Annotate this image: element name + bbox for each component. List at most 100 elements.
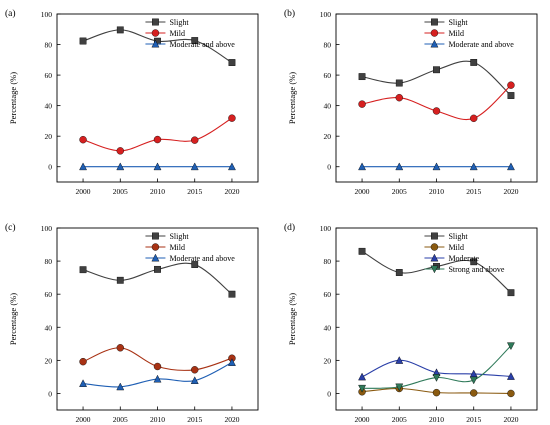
legend-label: Mild [169,29,185,38]
legend-entry: Slight [145,232,189,241]
legend-marker [430,29,439,37]
data-point [507,372,515,380]
chart-panel-2: (b) Percentage (%) 0 20 40 60 80 100 2000 2005 201… [284,8,538,196]
x-tick-label: 2015 [187,415,202,424]
y-tick-label: 80 [45,41,53,50]
x-tick-label: 2020 [224,187,239,196]
y-axis-label: Percentage (%) [287,72,297,124]
x-tick-label: 2010 [150,415,165,424]
data-point [190,162,199,171]
y-tick-label: 60 [324,71,332,80]
legend-entry: Mild [145,243,185,252]
y-tick-label: 0 [327,163,331,172]
legend-label: Moderate and above [169,40,235,49]
data-point [190,376,199,384]
y-tick-label: 20 [324,132,332,141]
data-point [469,376,478,385]
data-point [358,372,366,381]
data-point [470,59,478,66]
x-tick-label: 2005 [392,187,407,196]
legend-marker [430,253,439,262]
legend: Slight Mild Moderate and above [145,18,235,49]
legend: Slight Mild Moderate Strong and above [424,232,505,274]
legend-label: Slight [448,232,468,241]
legend-marker [151,243,160,251]
data-point [79,135,87,144]
data-point [432,388,441,397]
data-point [116,162,125,171]
chart-panel-3: (c) Percentage (%) 0 20 40 60 80 100 2000 2005 201… [5,222,259,424]
series-moderate [358,356,515,381]
data-point [116,147,124,155]
data-point [228,290,236,298]
data-point [79,266,87,274]
data-point [116,26,124,34]
y-tick-label: 20 [45,132,53,141]
data-point [358,100,366,108]
data-point [432,107,441,115]
data-point [358,384,366,393]
series-moderate-and-above [79,358,236,391]
legend-entry: Strong and above [424,265,505,274]
legend-marker [152,18,159,26]
data-point [507,289,515,297]
data-point [153,374,162,383]
data-point [191,261,199,268]
data-point [79,379,87,387]
data-point [228,114,236,122]
data-point [154,265,161,273]
x-tick-label: 2005 [392,415,407,424]
legend-entry: Mild [424,29,464,38]
legend-label: Slight [169,232,189,241]
legend-label: Mild [448,243,464,252]
series-slight [358,59,515,99]
data-point [79,162,87,171]
y-axis-label: Percentage (%) [8,293,18,345]
legend-label: Mild [448,29,464,38]
data-point [432,374,441,382]
data-point [470,258,478,266]
legend-label: Moderate and above [169,254,235,263]
y-tick-label: 20 [324,356,332,365]
data-point [153,362,162,371]
x-tick-label: 2000 [355,415,370,424]
data-point [79,37,87,45]
data-point [358,73,366,81]
legend-marker [151,253,160,262]
x-tick-label: 2010 [150,187,165,196]
series-mild [358,81,515,123]
legend-label: Slight [448,18,468,27]
y-tick-label: 60 [324,290,332,299]
data-point [228,59,236,66]
legend-label: Strong and above [448,265,504,274]
series-strong-and-above [358,342,515,393]
y-tick-label: 80 [324,257,332,266]
data-point [395,93,403,102]
x-tick-label: 2005 [113,415,128,424]
legend-entry: Slight [145,18,189,27]
chart-panel-1: (a) Percentage (%) 0 20 40 60 80 100 2000 2005 201… [5,8,259,196]
x-tick-label: 2015 [466,187,481,196]
y-tick-label: 40 [45,102,53,111]
series-moderate-and-above [358,162,515,171]
data-point [358,247,366,255]
data-point [116,344,124,352]
legend-label: Moderate [448,254,479,263]
data-point [433,66,440,74]
data-point [191,366,199,374]
data-point [507,81,515,89]
y-tick-label: 40 [45,323,53,332]
y-tick-label: 0 [327,389,331,398]
data-point [432,162,441,171]
data-point [395,79,403,87]
y-tick-label: 100 [320,10,332,19]
legend-entry: Mild [145,29,185,38]
data-point [79,357,87,366]
y-axis-label: Percentage (%) [287,293,297,345]
panel-label: (c) [5,222,16,233]
y-tick-label: 60 [45,71,53,80]
legend-entry: Moderate [424,253,480,263]
legend-marker [431,18,438,26]
x-tick-label: 2000 [76,415,91,424]
